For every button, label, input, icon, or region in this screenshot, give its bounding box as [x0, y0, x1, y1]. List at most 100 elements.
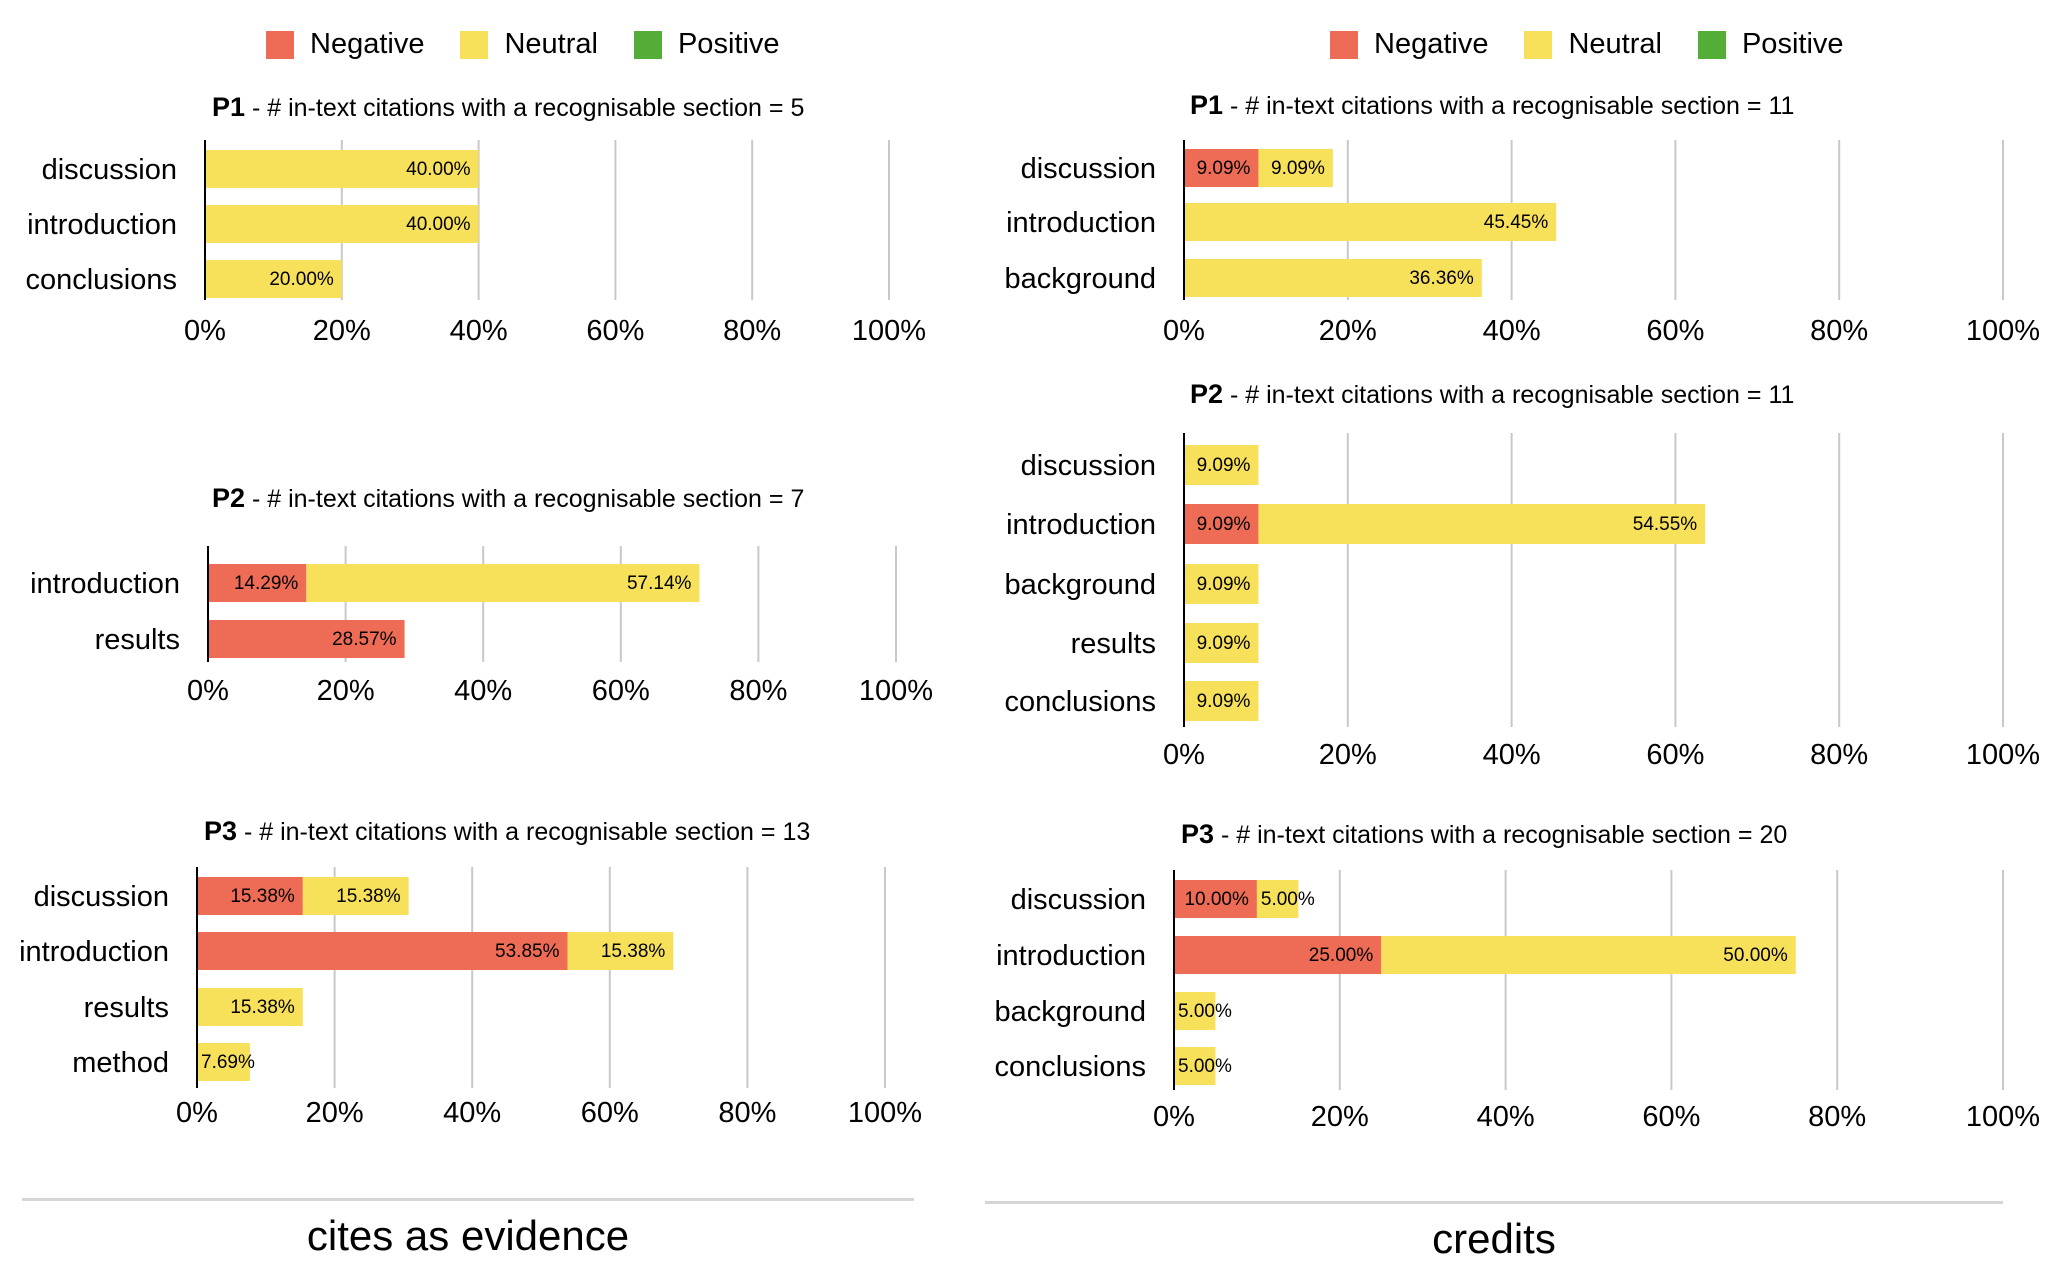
left-column-caption: cites as evidence — [306, 1212, 630, 1259]
chart-5-x-tick-label: 0% — [1163, 739, 1205, 771]
chart-3-title: P3 - # in-text citations with a recognis… — [204, 816, 810, 846]
chart-5-data-label: 54.55% — [1633, 514, 1698, 535]
negative-swatch — [1330, 30, 1358, 59]
chart-3-data-label: 7.69% — [201, 1052, 255, 1073]
legend-label: Negative — [1374, 28, 1489, 60]
chart-6-x-tick-label: 20% — [1311, 1101, 1369, 1133]
chart-6-bar-neutral — [1256, 880, 1299, 918]
chart-5-data-label: 9.09% — [1197, 691, 1251, 712]
chart-4-bar-neutral — [1184, 259, 1482, 297]
right-column-divider — [985, 1201, 2003, 1204]
legend-left: Negative Neutral Positive — [266, 28, 816, 61]
left-column-divider — [22, 1198, 914, 1201]
chart-2-x-tick-label: 60% — [592, 675, 650, 707]
chart-2-x-tick-label: 100% — [859, 675, 933, 707]
legend-label: Neutral — [1568, 28, 1662, 60]
chart-3-x-tick-label: 0% — [176, 1097, 218, 1129]
chart-1-x-tick-label: 80% — [723, 315, 781, 347]
chart-4-data-label: 36.36% — [1409, 268, 1474, 289]
chart-5-x-tick-label: 100% — [1966, 739, 2040, 771]
chart-4-data-label: 9.09% — [1197, 158, 1251, 179]
legend-right: Negative Neutral Positive — [1330, 28, 1880, 61]
chart-4-bar-negative — [1184, 149, 1259, 187]
chart-5-bar-neutral — [1184, 564, 1259, 604]
right-column-caption: credits — [1432, 1215, 1556, 1262]
legend-item-negative: Negative — [1330, 28, 1488, 61]
chart-5-category-label: discussion — [1021, 450, 1156, 482]
chart-5-bar-neutral — [1184, 681, 1259, 721]
chart-6-category-label: introduction — [996, 940, 1146, 972]
chart-3-bar-neutral — [197, 1043, 250, 1081]
chart-1-x-tick-label: 0% — [184, 315, 226, 347]
chart-4-x-tick-label: 0% — [1163, 315, 1205, 347]
chart-5-category-label: results — [1071, 628, 1156, 660]
chart-2-x-tick-label: 0% — [187, 675, 229, 707]
chart-5-data-label: 9.09% — [1197, 455, 1251, 476]
chart-3-data-label: 15.38% — [601, 941, 666, 962]
chart-4-bar-neutral — [1258, 149, 1333, 187]
neutral-swatch — [460, 30, 489, 59]
chart-1-x-tick-label: 60% — [586, 315, 644, 347]
chart-1-category-label: discussion — [42, 154, 177, 186]
chart-2-bar-negative — [208, 564, 307, 602]
chart-6-bar-neutral — [1174, 1047, 1216, 1085]
chart-6-x-tick-label: 40% — [1477, 1101, 1535, 1133]
chart-6-category-label: discussion — [1011, 884, 1146, 916]
chart-5-bar-neutral — [1258, 504, 1706, 544]
chart-5-bar-negative — [1184, 504, 1259, 544]
chart-5-title: P2 - # in-text citations with a recognis… — [1190, 379, 1794, 409]
chart-5-x-tick-label: 80% — [1810, 739, 1868, 771]
chart-3-x-tick-label: 40% — [443, 1097, 501, 1129]
chart-6-bar-neutral — [1381, 936, 1796, 974]
chart-4-data-label: 45.45% — [1484, 212, 1549, 233]
chart-5-x-tick-label: 40% — [1483, 739, 1541, 771]
chart-1-x-tick-label: 40% — [450, 315, 508, 347]
chart-5-category-label: background — [1004, 569, 1156, 601]
chart-5-category-label: introduction — [1006, 509, 1156, 541]
chart-6-bar-negative — [1174, 936, 1382, 974]
chart-6-data-label: 25.00% — [1309, 945, 1374, 966]
chart-6-x-tick-label: 0% — [1153, 1101, 1195, 1133]
chart-3-bar-neutral — [197, 988, 303, 1026]
chart-2-data-label: 57.14% — [627, 573, 692, 594]
chart-3-bar-negative — [197, 877, 303, 915]
legend-label: Negative — [310, 28, 425, 60]
chart-3-data-label: 15.38% — [230, 997, 295, 1018]
chart-6-x-tick-label: 80% — [1808, 1101, 1866, 1133]
chart-2-x-tick-label: 20% — [317, 675, 375, 707]
chart-3-category-label: method — [72, 1047, 169, 1079]
legend-label: Positive — [1741, 28, 1844, 60]
chart-3-data-label: 53.85% — [495, 941, 560, 962]
chart-5-data-label: 9.09% — [1197, 633, 1251, 654]
chart-4-x-tick-label: 20% — [1319, 315, 1377, 347]
chart-2-data-label: 14.29% — [234, 573, 299, 594]
legend-label: Positive — [677, 28, 780, 60]
legend-item-negative: Negative — [266, 28, 424, 61]
chart-5-x-tick-label: 60% — [1646, 739, 1704, 771]
chart-3-x-tick-label: 20% — [306, 1097, 364, 1129]
chart-1-bar-neutral — [205, 260, 342, 298]
chart-1-category-label: introduction — [27, 209, 177, 241]
chart-3-bar-negative — [197, 932, 568, 970]
neutral-swatch — [1524, 30, 1553, 59]
chart-6-bar-neutral — [1174, 992, 1216, 1030]
chart-3-bar-neutral — [302, 877, 409, 915]
chart-6-x-tick-label: 100% — [1966, 1101, 2040, 1133]
chart-2-data-label: 28.57% — [332, 629, 397, 650]
chart-4-category-label: introduction — [1006, 207, 1156, 239]
chart-6-category-label: background — [994, 996, 1146, 1028]
chart-3-data-label: 15.38% — [336, 886, 401, 907]
legend-label: Neutral — [504, 28, 598, 60]
chart-4-category-label: discussion — [1021, 153, 1156, 185]
chart-6-x-tick-label: 60% — [1642, 1101, 1700, 1133]
chart-6-data-label: 50.00% — [1723, 945, 1788, 966]
chart-4-data-label: 9.09% — [1271, 158, 1325, 179]
chart-3-data-label: 15.38% — [230, 886, 295, 907]
chart-6-bar-negative — [1174, 880, 1257, 918]
chart-1-title: P1 - # in-text citations with a recognis… — [212, 92, 804, 122]
chart-5-data-label: 9.09% — [1197, 574, 1251, 595]
chart-2-bar-neutral — [306, 564, 700, 602]
chart-2-bar-negative — [208, 620, 405, 658]
